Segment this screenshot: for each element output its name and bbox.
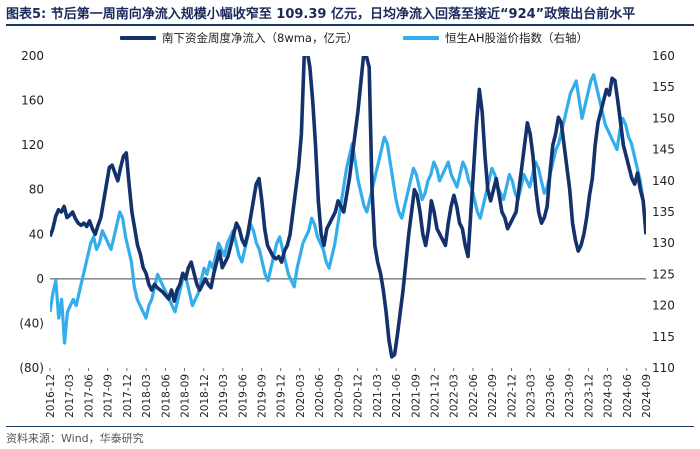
- right-y-tick-label: 125: [652, 267, 675, 281]
- x-tick-label: 2024-09: [641, 374, 653, 418]
- right-y-tick-label: 110: [652, 361, 675, 375]
- chart-title: 图表5: 节后第一周南向净流入规模小幅收窄至 109.39 亿元，日均净流入回落…: [6, 7, 636, 22]
- x-tick-label: 2017-09: [103, 374, 115, 418]
- x-tick-label: 2017-03: [64, 374, 76, 418]
- x-tick-label: 2019-09: [256, 374, 268, 418]
- x-tick-label: 2019-12: [276, 374, 288, 418]
- right-y-tick-label: 140: [652, 174, 675, 188]
- x-tick-label: 2021-03: [372, 374, 384, 418]
- legend-item-ah-premium: 恒生AH股溢价指数（右轴）: [403, 30, 588, 46]
- right-y-tick-label: 120: [652, 299, 675, 313]
- right-y-tick-label: 155: [652, 80, 675, 94]
- x-tick-label: 2020-09: [333, 374, 345, 418]
- x-tick-label: 2016-12: [45, 374, 57, 418]
- x-tick-label: 2022-06: [468, 374, 480, 418]
- left-y-tick-label: (80): [19, 361, 44, 375]
- left-y-tick-label: 40: [29, 227, 44, 241]
- legend-label-southbound: 南下资金周度净流入（8wma，亿元）: [162, 31, 358, 45]
- left-y-tick-label: 120: [21, 138, 44, 152]
- left-y-tick-label: 80: [29, 183, 44, 197]
- legend-swatch-ah-premium: [403, 36, 439, 40]
- x-tick-label: 2022-03: [449, 374, 461, 418]
- x-tick-label: 2020-12: [353, 374, 365, 418]
- series-line-ah-premium: [50, 73, 646, 345]
- left-y-tick-label: 160: [21, 94, 44, 108]
- x-tick-label: 2023-09: [564, 374, 576, 418]
- source-note: 资料来源：Wind，华泰研究: [6, 432, 144, 445]
- x-tick-label: 2018-09: [180, 374, 192, 418]
- x-tick-label: 2017-12: [122, 374, 134, 418]
- x-tick-label: 2023-12: [583, 374, 595, 418]
- x-tick-label: 2022-12: [506, 374, 518, 418]
- chart-canvas: (80) (40) 0 40 80 120 160 200 110 115 120 125 130 135…: [19, 49, 675, 418]
- legend-item-southbound: 南下资金周度净流入（8wma，亿元）: [120, 30, 358, 46]
- series-line-southbound: [50, 56, 646, 359]
- x-tick-label: 2023-03: [526, 374, 538, 418]
- legend-swatch-southbound: [120, 36, 156, 40]
- source-divider: [6, 426, 694, 427]
- x-tick-label: 2018-06: [160, 374, 172, 418]
- x-tick-label: 2018-12: [199, 374, 211, 418]
- right-y-tick-label: 145: [652, 143, 675, 157]
- x-tick-label: 2017-06: [83, 374, 95, 418]
- legend-label-ah-premium: 恒生AH股溢价指数（右轴）: [445, 31, 589, 45]
- x-tick-label: 2024-03: [603, 374, 615, 418]
- right-y-tick-label: 160: [652, 49, 675, 63]
- right-y-tick-label: 130: [652, 236, 675, 250]
- x-tick-label: 2021-12: [430, 374, 442, 418]
- right-y-tick-label: 150: [652, 111, 675, 125]
- x-tick-label: 2021-06: [391, 374, 403, 418]
- x-tick-label: 2019-03: [218, 374, 230, 418]
- x-tick-label: 2020-03: [295, 374, 307, 418]
- right-y-tick-label: 135: [652, 205, 675, 219]
- x-tick-label: 2019-06: [237, 374, 249, 418]
- x-tick-label: 2018-03: [141, 374, 153, 418]
- title-divider: [6, 24, 694, 26]
- x-tick-label: 2021-09: [410, 374, 422, 418]
- left-y-tick-label: 0: [36, 272, 44, 286]
- x-tick-label: 2023-06: [545, 374, 557, 418]
- right-y-tick-label: 115: [652, 330, 675, 344]
- left-y-tick-label: (40): [19, 316, 44, 330]
- x-tick-label: 2024-06: [622, 374, 634, 418]
- left-y-tick-label: 200: [21, 49, 44, 63]
- x-tick-label: 2020-06: [314, 374, 326, 418]
- x-tick-label: 2022-09: [487, 374, 499, 418]
